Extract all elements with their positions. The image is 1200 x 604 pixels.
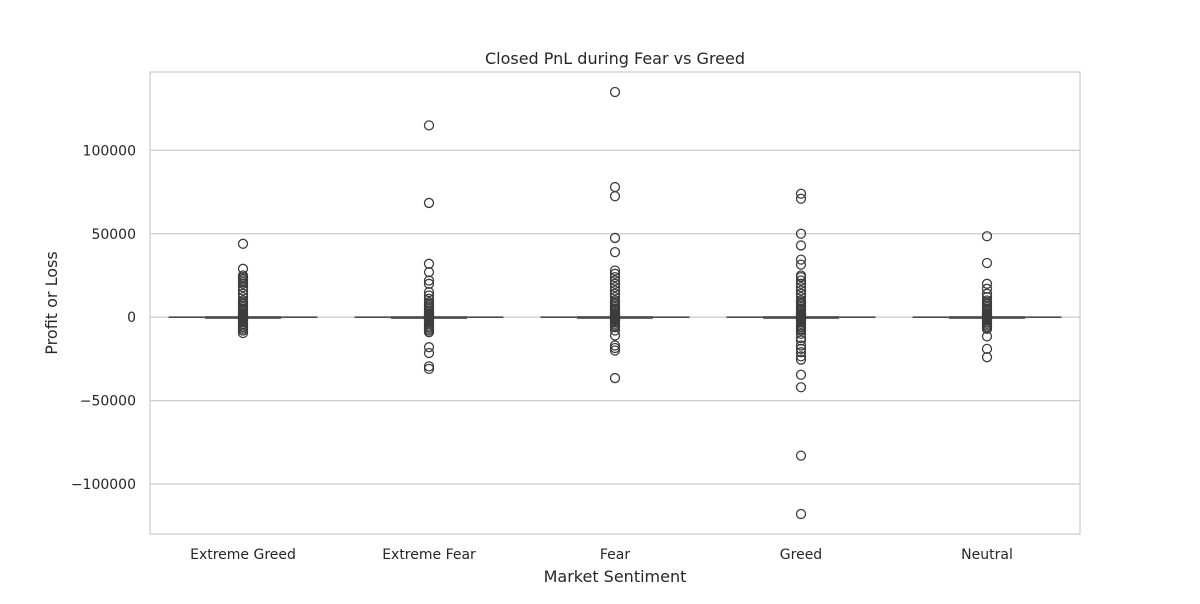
- outlier-point: [795, 328, 807, 340]
- outlier-point: [423, 120, 435, 131]
- box-series: [168, 86, 1062, 520]
- outlier-point: [237, 285, 249, 296]
- outlier-point: [609, 330, 621, 341]
- outlier-point: [423, 197, 435, 209]
- outlier-point: [423, 278, 435, 289]
- outlier-point: [609, 268, 621, 279]
- outlier-point: [609, 246, 621, 258]
- x-tick-label: Greed: [780, 547, 822, 563]
- outlier-point: [981, 323, 993, 335]
- outlier-point: [981, 231, 993, 242]
- outlier-point: [795, 292, 807, 303]
- outlier-point: [237, 238, 249, 249]
- y-axis-tick-labels: −100000 −50000 0 50000 100000: [71, 143, 136, 493]
- y-tick-label: 100000: [83, 143, 136, 159]
- outlier-point: [795, 382, 807, 393]
- outlier-point: [423, 293, 435, 304]
- y-tick-label: 0: [127, 310, 136, 326]
- outlier-point: [609, 191, 621, 202]
- outlier-point: [981, 257, 993, 269]
- box-group: [354, 120, 504, 375]
- y-tick-label: 50000: [91, 227, 136, 243]
- outlier-point: [795, 335, 807, 346]
- y-axis-label: Profit or Loss: [42, 251, 61, 354]
- outlier-point: [609, 181, 621, 193]
- outlier-point: [609, 282, 621, 293]
- outlier-point: [609, 372, 621, 384]
- outlier-point: [795, 228, 807, 239]
- outlier-point: [795, 347, 807, 358]
- outlier-point: [609, 288, 621, 299]
- outlier-point: [423, 287, 435, 298]
- outlier-point: [795, 193, 807, 204]
- outlier-point: [237, 292, 249, 303]
- outlier-point: [609, 278, 621, 289]
- x-tick-label: Neutral: [961, 547, 1013, 563]
- outlier-point: [795, 285, 807, 296]
- outlier-point: [609, 232, 621, 244]
- outlier-point: [795, 340, 807, 351]
- outlier-point: [423, 327, 435, 338]
- outlier-point: [609, 285, 621, 296]
- outlier-point: [423, 347, 435, 359]
- outlier-point: [609, 322, 621, 333]
- outlier-point: [423, 342, 435, 353]
- y-tick-label: −50000: [80, 394, 136, 410]
- outlier-point: [237, 282, 249, 293]
- outlier-point: [981, 283, 993, 294]
- outlier-point: [795, 259, 807, 270]
- outlier-point: [795, 508, 807, 520]
- outlier-point: [795, 343, 807, 355]
- outlier-point: [981, 278, 993, 289]
- outlier-point: [423, 258, 435, 269]
- outlier-point: [795, 369, 807, 380]
- outlier-point: [981, 288, 993, 299]
- outlier-point: [609, 345, 621, 356]
- outlier-point: [795, 351, 807, 362]
- x-tick-label: Fear: [600, 547, 630, 563]
- outlier-point: [423, 266, 435, 278]
- outlier-point: [423, 363, 435, 375]
- outlier-point: [795, 325, 807, 336]
- outlier-point: [795, 354, 807, 365]
- plot-area-frame: [149, 71, 1081, 535]
- box-group: [168, 238, 318, 339]
- outlier-point: [237, 278, 249, 289]
- outlier-point: [981, 331, 993, 342]
- outlier-point: [609, 275, 621, 286]
- outlier-point: [609, 271, 621, 283]
- outlier-point: [795, 275, 807, 286]
- outlier-point: [795, 254, 807, 265]
- x-axis-tick-labels: Extreme Greed Extreme Fear Fear Greed Neutra…: [190, 547, 1013, 563]
- outlier-point: [423, 290, 435, 301]
- outlier-point: [795, 288, 807, 299]
- outlier-point: [795, 450, 807, 461]
- x-tick-label: Extreme Greed: [190, 547, 296, 563]
- outlier-point: [609, 86, 621, 98]
- outlier-point: [237, 263, 249, 274]
- outlier-point: [795, 282, 807, 293]
- outlier-point: [795, 188, 807, 199]
- outlier-point: [981, 352, 993, 363]
- outlier-point: [981, 343, 993, 355]
- outlier-point: [795, 271, 807, 283]
- outlier-point: [237, 288, 249, 299]
- box-group: [726, 188, 876, 520]
- box-group: [912, 231, 1062, 363]
- outlier-point: [237, 327, 249, 339]
- y-tick-label: −100000: [71, 477, 136, 493]
- x-axis-label: Market Sentiment: [544, 567, 687, 586]
- box-group: [540, 86, 690, 384]
- chart-title: Closed PnL during Fear vs Greed: [485, 49, 745, 68]
- outlier-point: [981, 292, 993, 303]
- outlier-point: [609, 292, 621, 303]
- x-tick-label: Extreme Fear: [382, 547, 476, 563]
- outlier-point: [423, 275, 435, 286]
- outlier-point: [795, 240, 807, 251]
- outlier-point: [795, 278, 807, 289]
- outlier-point: [609, 265, 621, 276]
- outlier-point: [609, 325, 621, 336]
